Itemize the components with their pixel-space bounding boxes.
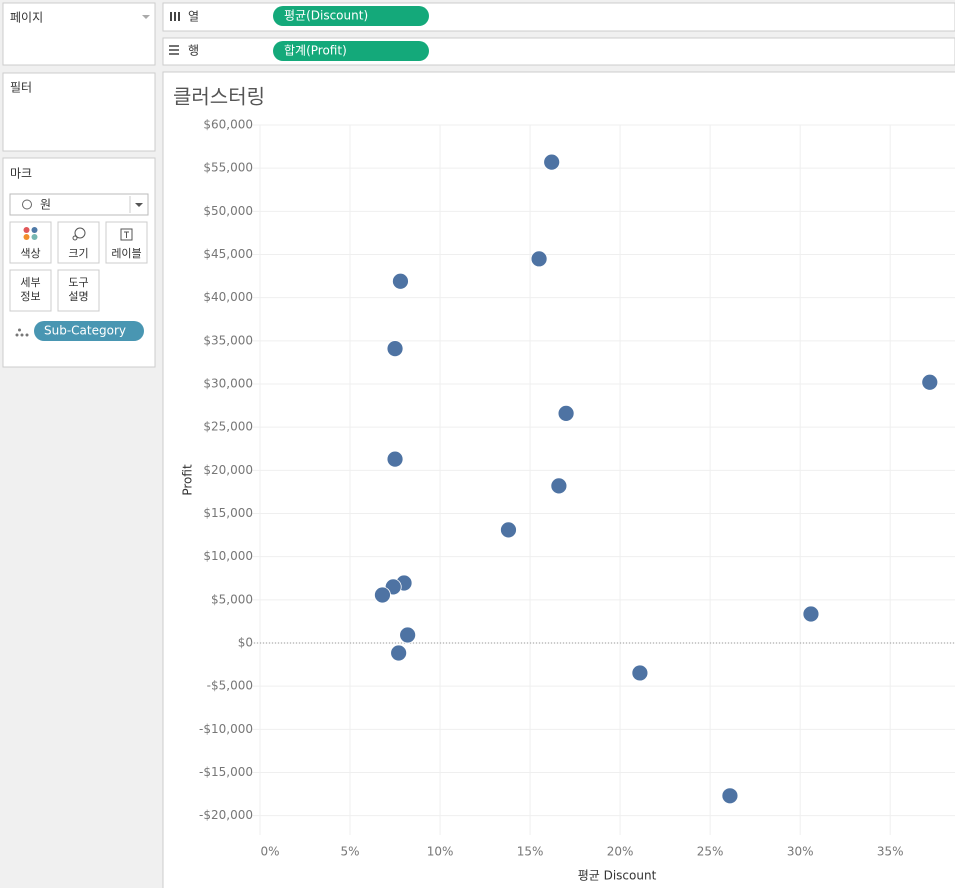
scatter-point (386, 340, 404, 358)
mark-type-icon (22, 199, 32, 210)
mark-button-label: 색상 (20, 247, 40, 260)
scatter-point (921, 373, 939, 391)
scatter-point (802, 605, 820, 623)
scatter-point (631, 664, 649, 682)
filters-panel (2, 72, 156, 152)
columns-label: 열 (188, 10, 199, 24)
y-tick-label: $30,000 (203, 376, 253, 390)
label-icon (124, 231, 129, 238)
detail-icon (15, 333, 19, 337)
pages-title: 페이지 (10, 11, 43, 25)
y-tick-label: $60,000 (203, 118, 253, 132)
scatter-point (386, 450, 404, 468)
color-icon (23, 234, 30, 240)
x-tick-label: 35% (877, 845, 904, 859)
y-tick-label: $0 (238, 635, 253, 649)
detail-icon (18, 328, 21, 332)
dropdown-arrow (135, 203, 143, 207)
columns-pill-label: 평균(Discount) (284, 9, 368, 23)
x-tick-label: 0% (260, 845, 279, 859)
y-tick-label: $35,000 (203, 333, 253, 347)
mark-button[interactable] (9, 221, 52, 264)
columns-pill[interactable] (273, 6, 429, 26)
rows-icon (169, 45, 179, 55)
scatter-point (530, 250, 548, 268)
pages-panel (2, 2, 156, 66)
mark-button-label: 정보 (20, 290, 40, 303)
x-tick-label: 5% (341, 845, 360, 859)
plot-area: $60,000 $55,000 $50,000 $45,000 $40,000 $35,0… (199, 118, 955, 859)
scatter-point (390, 644, 408, 662)
x-tick-label: 15% (517, 845, 544, 859)
pages-dropdown[interactable] (142, 15, 150, 19)
y-tick-label: -$20,000 (199, 808, 253, 822)
color-icon (31, 234, 38, 240)
scatter-point (500, 521, 517, 539)
y-tick-label: $5,000 (211, 592, 253, 606)
label-icon (120, 228, 133, 241)
mark-type-label: 원 (40, 198, 51, 212)
y-tick-label: -$5,000 (207, 679, 253, 693)
y-tick-label: $10,000 (203, 549, 253, 563)
filters-title: 필터 (10, 81, 32, 95)
mark-button-label: 도구 (68, 276, 88, 289)
x-tick-label: 20% (607, 845, 634, 859)
detail-icon (25, 333, 29, 337)
scatter-point (392, 272, 409, 290)
detail-pill[interactable] (34, 321, 144, 341)
mark-button-label: 크기 (68, 247, 88, 260)
scatter-point (399, 626, 417, 644)
detail-pill-label: Sub-Category (44, 324, 126, 338)
x-tick-label: 10% (427, 845, 454, 859)
rows-pill-label: 합계(Profit) (284, 44, 347, 58)
y-tick-label: $20,000 (203, 463, 253, 477)
mark-button-label: 설명 (68, 290, 88, 303)
color-icon (23, 227, 30, 233)
marks-title: 마크 (10, 167, 32, 181)
y-axis-label: Profit (181, 464, 195, 496)
scatter-point (543, 153, 561, 171)
detail-icon (20, 333, 24, 337)
mark-type-dropdown[interactable] (9, 193, 149, 216)
size-icon (72, 235, 78, 241)
x-axis-label: 평균 Discount (578, 869, 657, 883)
scatter-point (721, 787, 739, 805)
x-tick-label: 30% (787, 845, 814, 859)
mark-button[interactable] (9, 269, 52, 312)
y-tick-label: $45,000 (203, 247, 253, 261)
rows-label: 행 (188, 43, 199, 58)
chart-title: 클러스터링 (173, 85, 265, 109)
color-icon (31, 227, 38, 233)
y-tick-label: $40,000 (203, 290, 253, 304)
y-tick-label: $15,000 (203, 506, 253, 520)
y-tick-label: $55,000 (203, 161, 253, 175)
scatter-point (550, 477, 568, 495)
size-icon (74, 227, 86, 239)
y-tick-label: $50,000 (203, 204, 253, 218)
y-tick-label: $25,000 (203, 420, 253, 434)
mark-button-label: 세부 (20, 276, 40, 289)
y-tick-label: -$15,000 (199, 765, 253, 779)
scatter-point (374, 586, 391, 604)
y-tick-label: -$10,000 (199, 722, 253, 736)
mark-button-label: 레이블 (111, 247, 141, 260)
x-tick-label: 25% (697, 845, 724, 859)
rows-pill[interactable] (273, 41, 429, 61)
mark-button[interactable] (57, 269, 100, 312)
mark-button[interactable] (57, 221, 100, 264)
scatter-point (557, 404, 575, 422)
